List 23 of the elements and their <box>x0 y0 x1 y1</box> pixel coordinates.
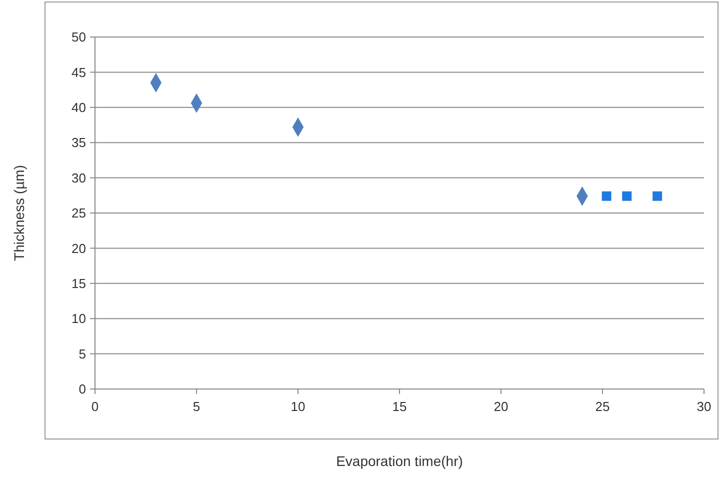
y-tick-label: 0 <box>78 382 86 397</box>
y-tick-label: 45 <box>72 64 86 80</box>
y-tick-label: 30 <box>72 170 86 186</box>
y-tick-label: 20 <box>72 240 86 256</box>
y-tick-label: 10 <box>72 311 86 326</box>
y-tick-label: 5 <box>78 346 86 362</box>
y-tick-label: 25 <box>72 206 86 221</box>
x-axis-title: Evaporation time(hr) <box>336 453 463 469</box>
y-axis-title: Thickness (µm) <box>11 165 27 261</box>
x-tick-label: 0 <box>91 399 99 414</box>
point <box>652 191 662 201</box>
y-tick-label: 40 <box>72 100 86 115</box>
x-tick-label: 5 <box>192 399 200 414</box>
y-tick-label: 35 <box>72 135 86 150</box>
x-tick-label: 25 <box>595 399 610 414</box>
y-tick-label: 50 <box>72 30 86 45</box>
y-tick-label: 15 <box>72 276 86 291</box>
x-tick-label: 20 <box>494 399 508 414</box>
x-tick-label: 30 <box>696 399 712 414</box>
point <box>622 191 632 201</box>
point <box>602 191 612 201</box>
x-tick-label: 15 <box>392 399 407 414</box>
x-tick-label: 10 <box>290 399 306 414</box>
